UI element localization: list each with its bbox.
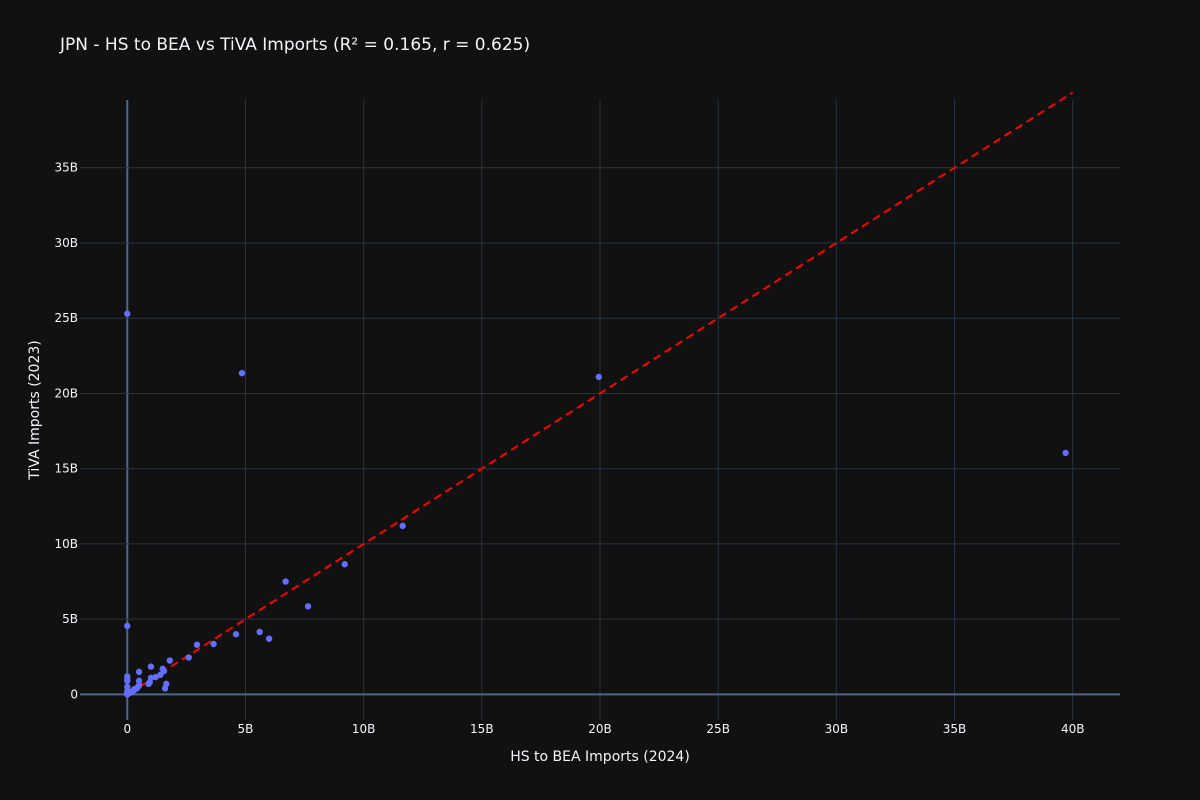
data-point	[124, 683, 131, 691]
data-point	[124, 310, 131, 317]
tick-labels: 0 5B 10B 15B 20B 25B 30B 35B 40B 0 5B 10B 15B 20B 25B 3…	[54, 161, 1084, 736]
x-tick-label: 10B	[352, 722, 376, 736]
y-tick-label: 20B	[54, 386, 78, 400]
fit-line	[126, 91, 1074, 696]
y-tick-label: 0	[70, 687, 78, 701]
data-point	[256, 628, 263, 636]
data-point	[135, 668, 143, 676]
data-point	[1062, 449, 1069, 457]
data-point	[147, 674, 155, 682]
data-point	[232, 631, 240, 638]
grid-lines	[80, 100, 1120, 720]
x-axis-label: HS to BEA Imports (2024)	[510, 749, 690, 765]
data-point	[210, 640, 217, 648]
y-tick-label: 35B	[54, 161, 78, 175]
data-point	[282, 578, 289, 585]
data-point	[193, 641, 201, 648]
x-tick-label: 20B	[588, 722, 612, 736]
data-point	[163, 680, 170, 688]
data-point	[128, 688, 136, 696]
chart-title: JPN - HS to BEA vs TiVA Imports (R² = 0.…	[59, 35, 530, 55]
data-point	[147, 663, 155, 670]
x-tick-label: 30B	[825, 722, 849, 736]
x-tick-label: 25B	[706, 722, 730, 736]
y-tick-label: 25B	[54, 311, 78, 325]
x-tick-label: 0	[123, 722, 131, 736]
data-point	[341, 561, 348, 568]
data-points	[124, 310, 1069, 698]
y-tick-label: 10B	[54, 537, 78, 551]
data-point	[265, 635, 273, 642]
y-tick-label: 5B	[62, 612, 78, 626]
data-point	[166, 657, 174, 664]
x-tick-label: 35B	[943, 722, 967, 736]
x-tick-label: 40B	[1061, 722, 1085, 736]
x-tick-label: 15B	[470, 722, 494, 736]
data-point	[304, 603, 312, 610]
x-tick-label: 5B	[238, 722, 254, 736]
data-point	[185, 654, 192, 661]
data-point	[135, 677, 143, 685]
data-point	[124, 677, 131, 685]
data-point	[399, 522, 406, 530]
data-point	[124, 622, 131, 630]
data-point	[238, 369, 246, 377]
data-point	[160, 667, 168, 675]
data-point	[595, 373, 603, 381]
y-tick-label: 15B	[54, 462, 78, 476]
y-tick-label: 30B	[54, 236, 78, 250]
y-axis-label: TiVA Imports (2023)	[27, 340, 43, 480]
